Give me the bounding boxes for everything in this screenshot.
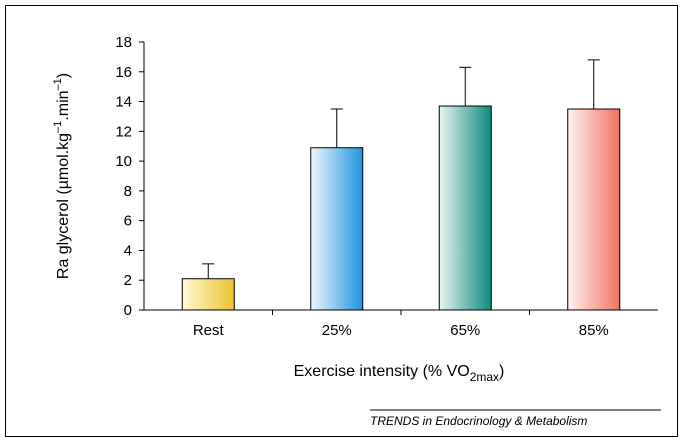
- y-tick-label: 14: [115, 94, 132, 111]
- bar-group: [181, 59, 621, 311]
- y-tick-label: 4: [124, 242, 132, 259]
- x-category-group: Rest 25% 65% 85%: [193, 310, 609, 339]
- x-category-label: Rest: [193, 322, 225, 339]
- x-category-label: 25%: [322, 322, 352, 339]
- bar-25%: [310, 147, 364, 311]
- x-category-label: 85%: [579, 322, 609, 339]
- x-axis-label: Exercise intensity (% VO2max): [294, 363, 505, 384]
- y-tick-label: 16: [115, 64, 132, 81]
- y-axis-label: Ra glycerol (µmol.kg–1.min–1): [52, 73, 72, 279]
- bar-65%: [438, 105, 492, 311]
- y-tick-label: 10: [115, 153, 132, 170]
- y-tick-label: 18: [115, 34, 132, 51]
- y-tick-label: 8: [124, 183, 132, 200]
- y-tick-label: 12: [115, 123, 132, 140]
- y-tick-label: 6: [124, 213, 132, 230]
- bar-85%: [567, 108, 621, 311]
- y-tick-label: 0: [124, 302, 132, 319]
- bar-Rest: [181, 278, 235, 311]
- y-tick-label: 2: [124, 272, 132, 289]
- source-credit: TRENDS in Endocrinology & Metabolism: [370, 414, 587, 428]
- y-tick-group: 0 2 4 6 8 10 12 14 16 18: [115, 34, 144, 319]
- x-category-label: 65%: [450, 322, 480, 339]
